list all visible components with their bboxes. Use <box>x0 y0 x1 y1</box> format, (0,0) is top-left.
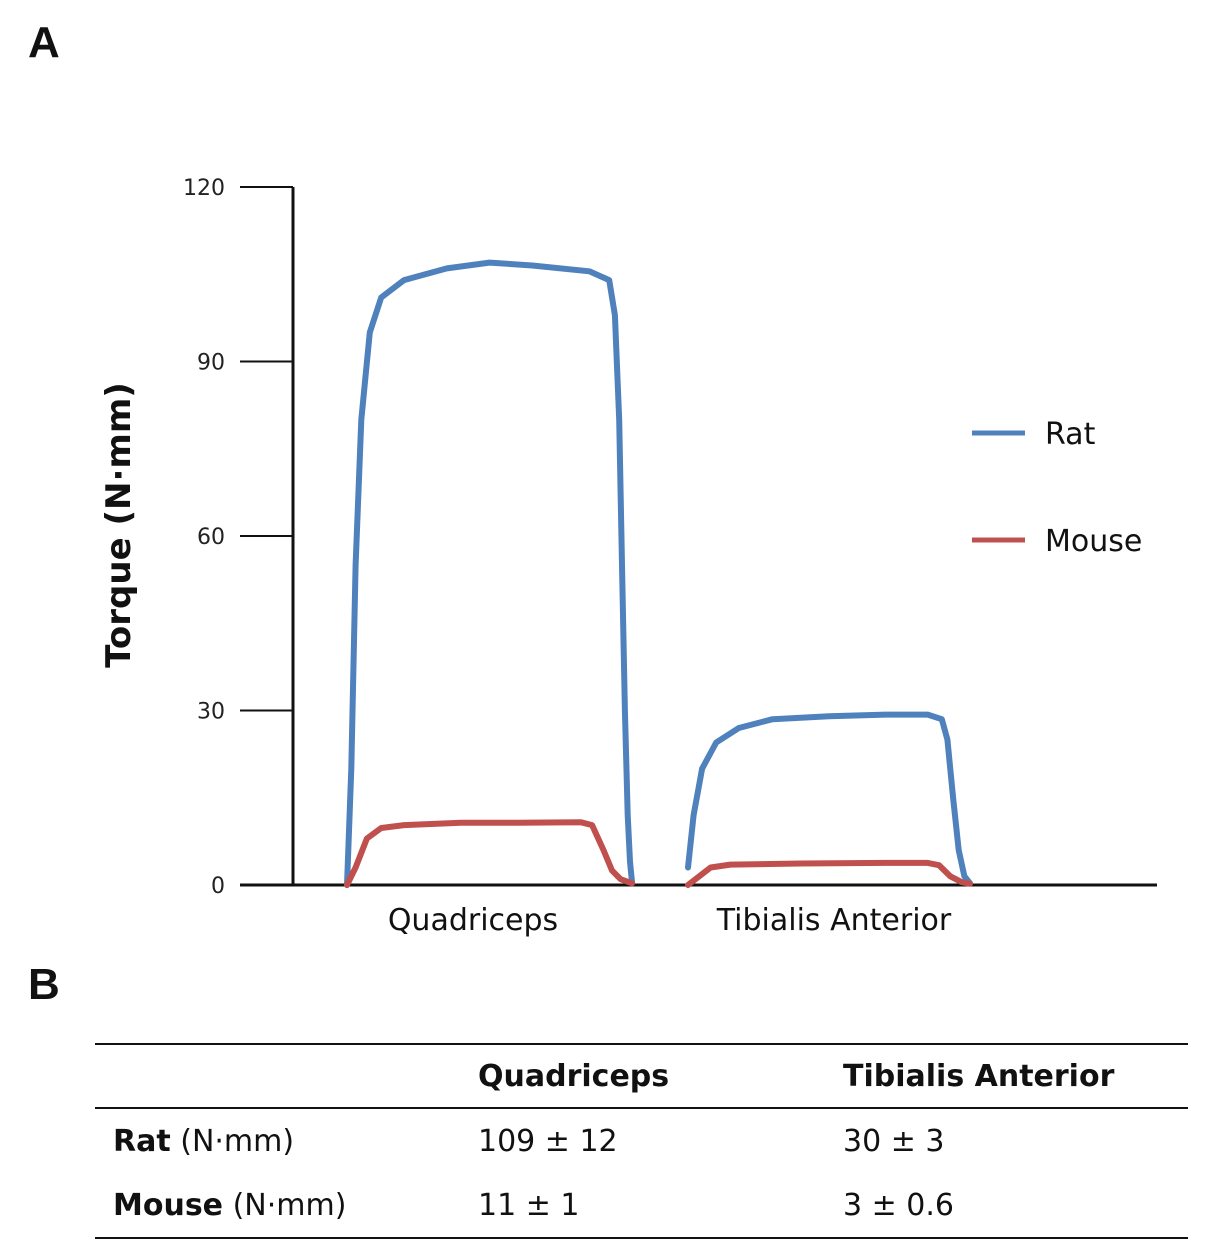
y-axis-label: Torque (N·mm) <box>99 382 139 668</box>
y-tick-label-120: 120 <box>183 176 225 201</box>
row-name: Rat <box>113 1123 171 1159</box>
trace-rat-quadriceps <box>344 259 635 888</box>
y-ticks: 0 30 60 90 120 <box>183 176 293 899</box>
category-label-quadriceps: Quadriceps <box>388 903 558 938</box>
legend: Rat Mouse <box>972 417 1142 559</box>
cell-quadriceps: 11 ± 1 <box>478 1173 843 1239</box>
trace-rat-tibialis-anterior <box>685 711 973 887</box>
summary-table: Quadriceps Tibialis Anterior Rat (N·mm) … <box>95 1043 1188 1239</box>
table-header-row: Quadriceps Tibialis Anterior <box>95 1043 1188 1109</box>
cell-tibialis: 3 ± 0.6 <box>843 1173 1188 1239</box>
table-header-quadriceps: Quadriceps <box>478 1043 843 1109</box>
panel-label-a: A <box>28 18 60 67</box>
table-header-empty <box>95 1043 478 1109</box>
torque-chart: 0 30 60 90 120 Quadriceps Tibialis Anterior R… <box>99 176 1157 938</box>
cell-quadriceps: 109 ± 12 <box>478 1123 618 1159</box>
trace-mouse-quadriceps <box>344 819 635 888</box>
row-name: Mouse <box>113 1187 224 1223</box>
trace-mouse-tibialis-anterior <box>685 859 973 888</box>
row-label: Rat (N·mm) <box>95 1108 478 1173</box>
cell-tibialis: 30 ± 3 <box>843 1123 945 1159</box>
row-unit: (N·mm) <box>232 1187 347 1223</box>
legend-label-rat: Rat <box>1045 417 1096 452</box>
y-tick-label-0: 0 <box>211 874 225 899</box>
row-unit: (N·mm) <box>180 1123 295 1159</box>
panel-label-b: B <box>28 960 60 1009</box>
y-tick-label-90: 90 <box>197 351 225 376</box>
table-header-tibialis: Tibialis Anterior <box>843 1043 1188 1109</box>
legend-label-mouse: Mouse <box>1045 524 1142 559</box>
category-label-tibialis-anterior: Tibialis Anterior <box>716 903 952 938</box>
y-tick-label-60: 60 <box>197 525 225 550</box>
table-row: Rat (N·mm) 109 ± 12 30 ± 3 <box>95 1108 1188 1173</box>
y-tick-label-30: 30 <box>197 700 225 725</box>
traces <box>344 259 973 888</box>
row-label: Mouse (N·mm) <box>95 1173 478 1239</box>
table-row: Mouse (N·mm) 11 ± 1 3 ± 0.6 <box>95 1173 1188 1239</box>
category-labels: Quadriceps Tibialis Anterior <box>388 903 952 938</box>
